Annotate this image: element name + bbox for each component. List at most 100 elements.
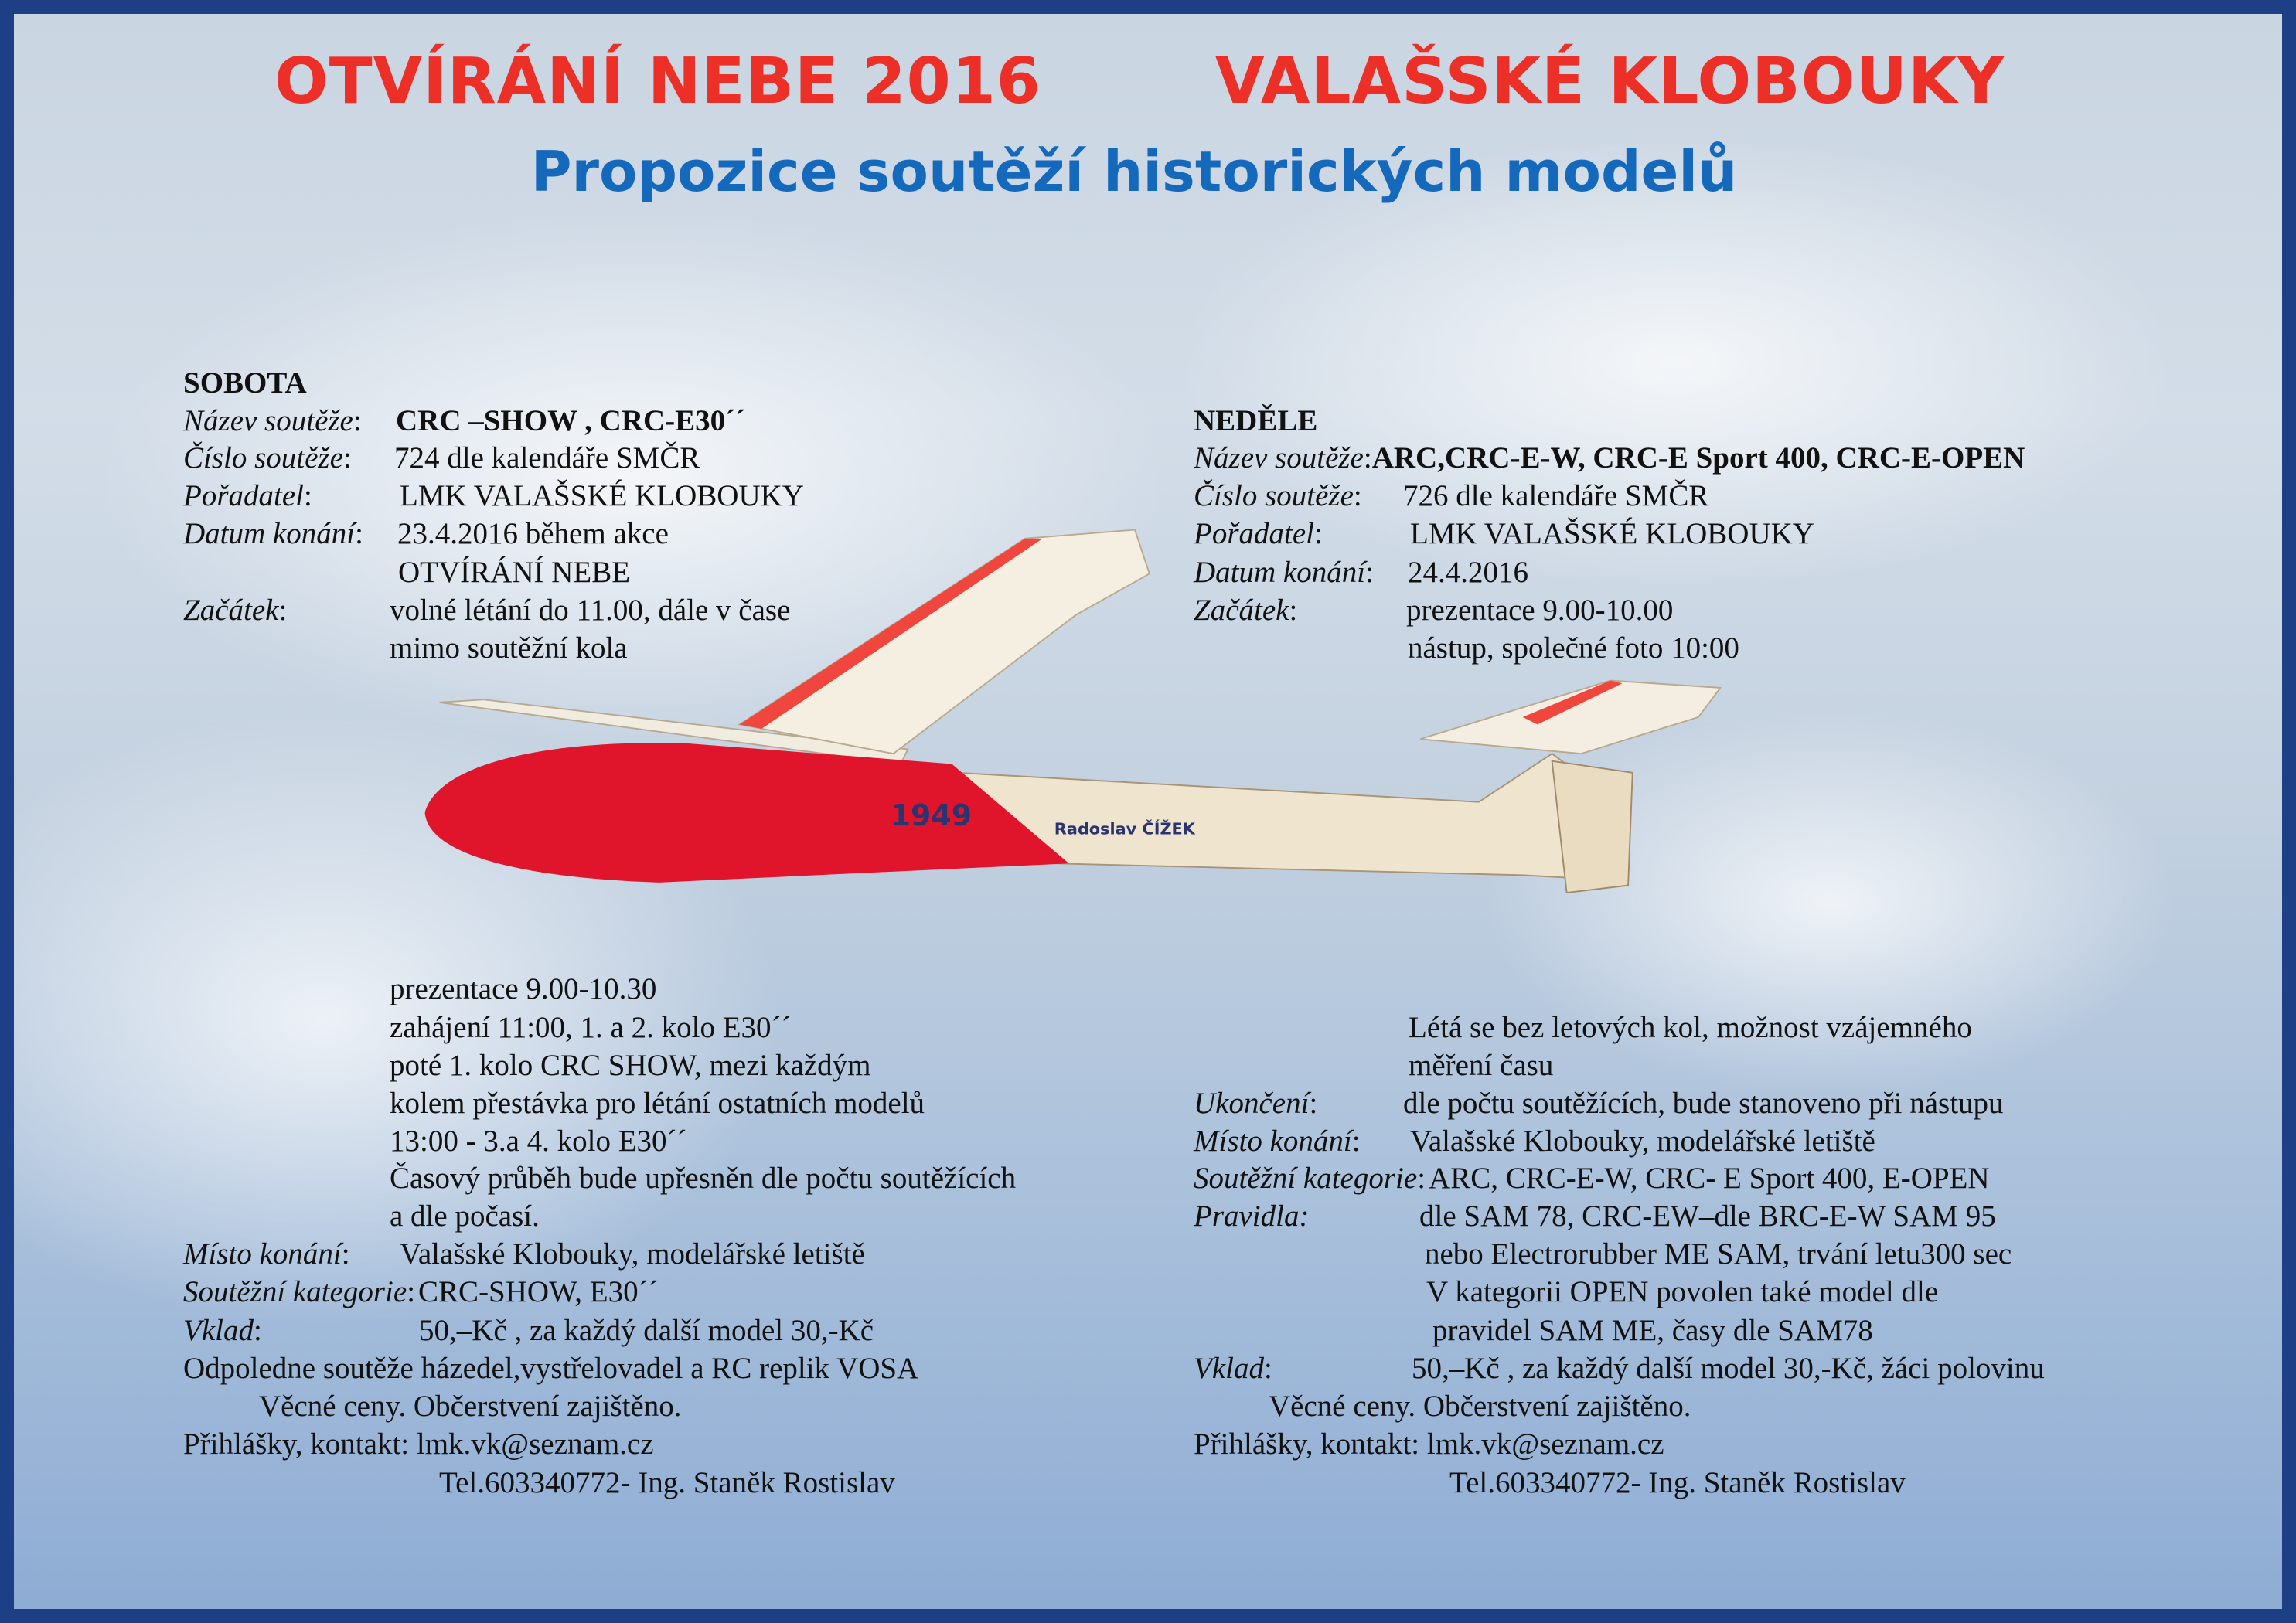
field-value: Časový průběh bude upřesněn dle počtu so… [390,1162,1017,1195]
text-line: Datum konání: 24.4.2016 [1194,555,1528,590]
text-line: Místo konání: Valašské Klobouky, modelářs… [1194,1124,1875,1159]
field-separator: : [303,479,312,512]
field-separator: : [1263,1352,1272,1385]
field-value: Přihlášky, kontakt: lmk.vk@seznam.cz [1194,1427,1664,1461]
field-separator: : [253,1314,262,1347]
field-separator: : [1309,1087,1318,1120]
plane-number: 1949 [891,798,972,832]
field-separator: : [1351,1125,1361,1158]
field-value: LMK VALAŠSKÉ KLOBOUKY [1410,517,1814,550]
field-label: Vklad [1194,1352,1264,1385]
cloud [1174,130,2178,594]
subtitle: Propozice soutěží historických modelů [530,139,1738,204]
text-line: Místo konání: Valašské Klobouky, modelářs… [183,1237,865,1272]
field-separator: : [1417,1162,1426,1195]
field-label: Číslo soutěže [183,441,343,475]
field-value: Létá se bez letových kol, možnost vzájem… [1409,1011,1972,1044]
text-line: Ukončení: dle počtu soutěžících, bude sta… [1194,1086,2004,1121]
field-value: CRC –SHOW , CRC-E30´´ [396,404,746,437]
field-label: Název soutěže [183,404,353,437]
field-label: Datum konání [1194,556,1366,589]
field-label: Název soutěže [1194,441,1364,475]
field-value: Odpoledne soutěže házedel,vystřelovadel … [183,1352,919,1385]
field-label: Ukončení [1194,1087,1310,1120]
text-line: Číslo soutěže: 724 dle kalendáře SMČR [183,441,700,476]
field-separator: : [341,1237,350,1271]
field-separator: : [1289,594,1298,627]
field-value: Věcné ceny. Občerstvení zajištěno. [1269,1390,1691,1423]
field-label: Soutěžní kategorie [183,1275,407,1308]
field-separator: : [353,404,362,437]
field-value: 724 dle kalendáře SMČR [394,441,700,475]
field-value: prezentace 9.00-10.30 [390,972,657,1005]
stabilizer [1419,679,1722,755]
title-right: VALAŠSKÉ KLOBOUKY [1215,45,2005,118]
field-label: Číslo soutěže [1194,479,1354,512]
field-separator: : [1353,479,1362,512]
field-value: 50,–Kč , za každý další model 30,-Kč, žá… [1412,1352,2045,1385]
field-separator: : [1365,556,1374,589]
text-line: Datum konání: 23.4.2016 během akce [183,516,669,552]
field-value: 23.4.2016 během akce [397,517,669,550]
field-value: volné létání do 11.00, dále v čase [390,594,791,627]
text-line: Pravidla: dle SAM 78, CRC-EW–dle BRC-E-W … [1194,1199,1996,1234]
text-line: Název soutěže:ARC,CRC-E-W, CRC-E Sport 4… [1194,441,2025,476]
left-wing [439,699,909,765]
fuselage-nose [424,743,1069,883]
tail-fin [1551,760,1633,894]
field-separator: : [355,517,363,550]
text-line: Vklad: 50,–Kč , za každý další model 30,-… [1194,1351,2045,1387]
field-label: Pravidla: [1194,1199,1310,1233]
field-value: měření času [1409,1049,1554,1082]
text-line: Soutěžní kategorie: ARC, CRC-E-W, CRC- E … [1194,1161,1990,1196]
field-value: 726 dle kalendáře SMČR [1403,479,1709,512]
field-label: Místo konání [1194,1125,1352,1158]
field-value: nástup, společné foto 10:00 [1408,631,1739,665]
field-value: Tel.603340772- Ing. Staněk Rostislav [1449,1466,1906,1499]
field-value: Tel.603340772- Ing. Staněk Rostislav [439,1466,895,1499]
right-wing [738,529,1151,755]
field-value: 13:00 - 3.a 4. kolo E30´´ [390,1125,687,1158]
field-label: Pořadatel [183,479,304,512]
field-label: Začátek [183,594,279,627]
field-value: 50,–Kč , za každý další model 30,-Kč [419,1314,874,1347]
text-line: Soutěžní kategorie: CRC-SHOW, E30´´ [183,1274,659,1310]
field-value: prezentace 9.00-10.00 [1406,594,1674,627]
wing-leading-edge [739,538,1043,730]
field-separator: : [342,441,352,475]
stabilizer-edge [1522,680,1623,725]
sunday-heading: NEDĚLE [1194,404,1318,437]
field-value: V kategorii OPEN povolen také model dle [1426,1275,1939,1308]
field-value: OTVÍRÁNÍ NEBE [398,556,631,589]
text-line: Začátek: prezentace 9.00-10.00 [1194,593,1673,628]
field-value: pravidel SAM ME, časy dle SAM78 [1432,1314,1873,1347]
field-value: a dle počasí. [390,1199,540,1233]
field-value: CRC-SHOW, E30´´ [418,1275,659,1308]
field-value: zahájení 11:00, 1. a 2. kolo E30´´ [390,1011,792,1044]
field-value: Přihlášky, kontakt: lmk.vk@seznam.cz [183,1427,654,1461]
text-line: Název soutěže: CRC –SHOW , CRC-E30´´ [183,403,745,439]
field-value: ARC,CRC-E-W, CRC-E Sport 400, CRC-E-OPEN [1371,441,2025,475]
text-line: Pořadatel: LMK VALAŠSKÉ KLOBOUKY [1194,516,1814,552]
field-label: Začátek [1194,594,1289,627]
field-value: Valašské Klobouky, modelářské letiště [400,1237,865,1271]
field-value: kolem přestávka pro létání ostatních mod… [390,1087,925,1120]
field-value: mimo soutěžní kola [390,631,628,665]
field-label: Datum konání [183,517,356,550]
text-line: Vklad: 50,–Kč , za každý další model 30,-… [183,1313,874,1349]
field-value: nebo Electrorubber ME SAM, trvání letu30… [1425,1237,2012,1271]
field-value: 24.4.2016 [1408,556,1528,589]
field-value: Valašské Klobouky, modelářské letiště [1410,1125,1875,1158]
field-separator: : [278,594,288,627]
field-label: Pořadatel [1194,517,1314,550]
field-value: dle počtu soutěžících, bude stanoveno př… [1403,1087,2004,1120]
field-label: Soutěžní kategorie [1194,1162,1418,1195]
field-value: LMK VALAŠSKÉ KLOBOUKY [400,479,804,512]
field-value: Věcné ceny. Občerstvení zajištěno. [259,1390,682,1423]
text-line: Začátek: volné létání do 11.00, dále v ča… [183,593,790,628]
text-line: Číslo soutěže: 726 dle kalendáře SMČR [1194,478,1708,514]
field-value: ARC, CRC-E-W, CRC- E Sport 400, E-OPEN [1429,1162,1990,1195]
field-value: dle SAM 78, CRC-EW–dle BRC-E-W SAM 95 [1419,1199,1996,1233]
title-left: OTVÍRÁNÍ NEBE 2016 [274,45,1041,118]
